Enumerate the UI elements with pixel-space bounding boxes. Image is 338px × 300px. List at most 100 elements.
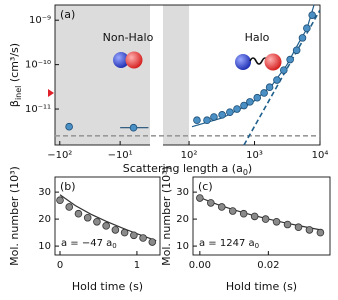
- axes-frame: [54, 4, 321, 146]
- x-axis-label-sub: 0: [243, 168, 248, 177]
- panel: −10² −10¹ 10² 10³ 10⁴ 10⁻¹¹ 10⁻¹⁰ 10⁻⁹ (a) Scatte…: [8, 4, 329, 177]
- x-tick-label: 0.02: [257, 260, 279, 271]
- data-point: [246, 98, 254, 106]
- data-point: [260, 89, 268, 97]
- data-point: [217, 203, 226, 211]
- data-point: [240, 101, 248, 110]
- axis-break: [150, 142, 163, 148]
- data-point: [294, 223, 303, 232]
- data-point: [265, 83, 274, 92]
- data-point: [253, 93, 262, 102]
- y-axis-label: Mol. number (10³): [160, 166, 173, 266]
- fit-curve: [199, 196, 324, 231]
- data-point: [65, 122, 73, 131]
- data-point: [226, 108, 234, 116]
- annotation: Non-Halo: [103, 31, 154, 44]
- data-point: [74, 209, 83, 218]
- panel-label: (a): [60, 8, 75, 21]
- data-point: [273, 76, 281, 84]
- data-point: [280, 66, 288, 74]
- panel: 0.00 0.02 10 20 30 (c) Hold time (s) Mol. numbe…: [160, 166, 331, 293]
- y-axis-label-text: Mol. number (10³): [160, 166, 173, 266]
- y-axis-label: βinel (cm³/s): [8, 43, 23, 107]
- annotation-text: a = −47 a: [61, 238, 112, 249]
- molecule-halo: [235, 53, 282, 71]
- panel: 0 1 10 20 30 (b) Hold time (s) Mol. number (10³…: [8, 166, 161, 293]
- x-tick-label: 10⁴: [312, 150, 329, 161]
- x-axis-label: Scattering length a (a0): [123, 162, 252, 177]
- data-point: [303, 24, 311, 33]
- data-point: [120, 228, 129, 237]
- data-point: [292, 46, 301, 55]
- annotation-sub: 0: [255, 242, 259, 250]
- data-point: [130, 231, 138, 240]
- y-tick-label: 20: [176, 214, 189, 225]
- x-tick-label: 0: [57, 260, 63, 271]
- y-tick-label: 30: [176, 187, 189, 198]
- data-point: [218, 111, 226, 119]
- x-tick-label: 10²: [181, 150, 198, 161]
- data-point: [298, 34, 307, 42]
- x-tick-label: −10²: [47, 150, 72, 161]
- data-point: [196, 194, 204, 202]
- annotation-text: a = 1247 a: [199, 238, 255, 249]
- panel-label: (b): [60, 180, 76, 193]
- shaded-region: [163, 5, 190, 145]
- x-axis-label: Hold time (s): [72, 280, 143, 293]
- plots: −10² −10¹ 10² 10³ 10⁴ 10⁻¹¹ 10⁻¹⁰ 10⁻⁹ (a) Scatte…: [8, 4, 331, 293]
- data-point: [203, 116, 211, 125]
- annotation: a = −47 a0: [61, 238, 117, 250]
- annotation: Halo: [245, 31, 270, 44]
- fit-curve: [191, 4, 315, 128]
- data-point: [272, 218, 281, 226]
- axes-frame: [54, 176, 161, 256]
- data-point: [233, 105, 241, 113]
- reference-marker: [48, 88, 54, 97]
- annotation: a = 1247 a0: [199, 238, 259, 250]
- data-point: [239, 209, 248, 218]
- trend-line: [243, 9, 321, 146]
- y-axis-label-sub: inel: [14, 86, 23, 100]
- data-point: [56, 196, 64, 205]
- data-point: [286, 55, 294, 64]
- y-tick-label: 10: [38, 241, 51, 252]
- data-point: [102, 222, 110, 230]
- y-tick-label: 10⁻⁹: [29, 15, 51, 26]
- y-axis-label: Mol. number (10³): [8, 166, 21, 266]
- axes-frame: [192, 176, 331, 256]
- y-tick-label: 30: [38, 187, 51, 198]
- x-tick-label: 1: [134, 260, 140, 271]
- x-axis-label-text: Scattering length a (a: [123, 162, 243, 175]
- data-point: [207, 199, 215, 207]
- data-point: [65, 203, 74, 211]
- data-point: [210, 113, 218, 121]
- x-axis-label: Hold time (s): [226, 280, 297, 293]
- x-axis-label-text: Hold time (s): [72, 280, 143, 293]
- x-axis-label-text: Hold time (s): [226, 280, 297, 293]
- x-tick-label: 0.00: [189, 260, 211, 271]
- y-axis-label-end: (cm³/s): [8, 43, 21, 86]
- y-tick-label: 20: [38, 214, 51, 225]
- data-point: [250, 212, 259, 221]
- data-point: [111, 226, 120, 234]
- data-point: [93, 218, 101, 226]
- x-tick-label: −10¹: [108, 150, 133, 161]
- data-point: [148, 238, 157, 246]
- data-point: [83, 213, 92, 222]
- y-tick-label: 10: [176, 241, 189, 252]
- molecule-non-halo: [113, 51, 143, 69]
- data-point: [139, 234, 147, 242]
- data-point: [261, 215, 270, 223]
- data-point: [283, 220, 292, 229]
- data-point: [316, 228, 325, 237]
- shaded-region: [55, 5, 150, 145]
- y-axis-label-text: β: [8, 100, 21, 107]
- x-tick-label: 10³: [246, 150, 263, 161]
- y-axis-label-text: Mol. number (10³): [8, 166, 21, 266]
- data-point: [308, 11, 316, 19]
- data-point: [305, 226, 314, 234]
- data-point: [193, 116, 201, 125]
- annotation-sub: 0: [112, 242, 116, 250]
- x-axis-label-end: ): [248, 162, 252, 175]
